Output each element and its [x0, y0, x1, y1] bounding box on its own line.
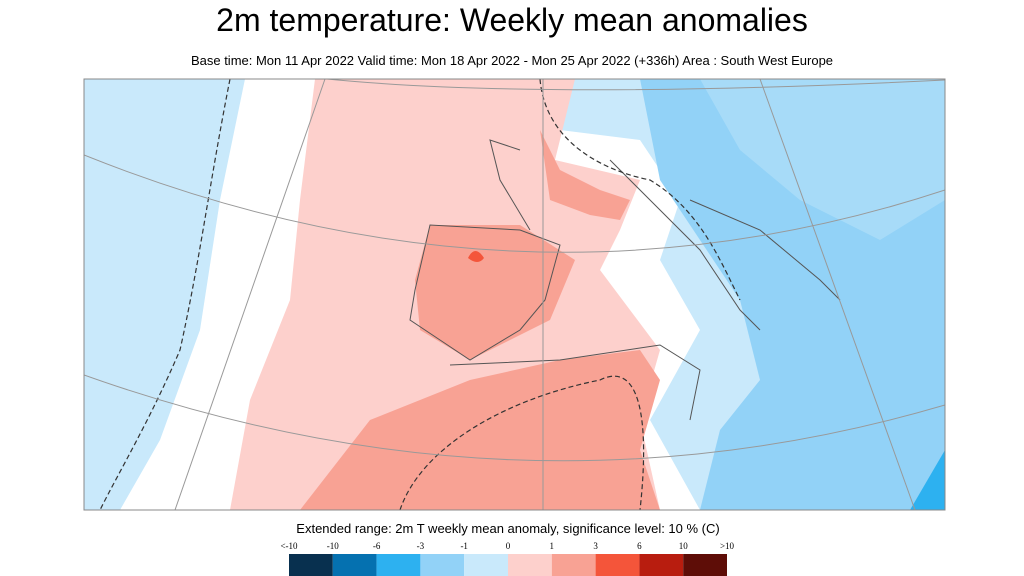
colorbar-swatch — [376, 554, 421, 576]
colorbar-swatch — [551, 554, 596, 576]
colorbar-label: -10 — [327, 541, 339, 551]
colorbar-swatch — [420, 554, 465, 576]
colorbar-label: 3 — [593, 541, 598, 551]
map-title: 2m temperature: Weekly mean anomalies — [216, 2, 808, 38]
colorbar-title: Extended range: 2m T weekly mean anomaly… — [296, 521, 720, 536]
colorbar-label: 10 — [679, 541, 689, 551]
colorbar-label: -1 — [460, 541, 468, 551]
colorbar-label: 1 — [550, 541, 555, 551]
colorbar-swatch — [289, 554, 333, 576]
colorbar-label: <-10 — [280, 541, 298, 551]
colorbar-swatch — [464, 554, 508, 576]
colorbar-label: -6 — [373, 541, 381, 551]
colorbar-label: >10 — [720, 541, 735, 551]
colorbar: <-10 -10 -6 -3 -1 0 1 3 6 10 >10 — [280, 541, 735, 576]
map-subtitle: Base time: Mon 11 Apr 2022 Valid time: M… — [190, 53, 834, 68]
colorbar-swatch — [508, 554, 552, 576]
map-frame — [83, 78, 946, 511]
colorbar-label: -3 — [417, 541, 425, 551]
colorbar-swatch — [332, 554, 377, 576]
map-area — [84, 79, 945, 510]
colorbar-swatch — [683, 554, 727, 576]
colorbar-swatch — [595, 554, 640, 576]
colorbar-label: 6 — [637, 541, 642, 551]
colorbar-label: 0 — [506, 541, 511, 551]
colorbar-swatch — [639, 554, 684, 576]
